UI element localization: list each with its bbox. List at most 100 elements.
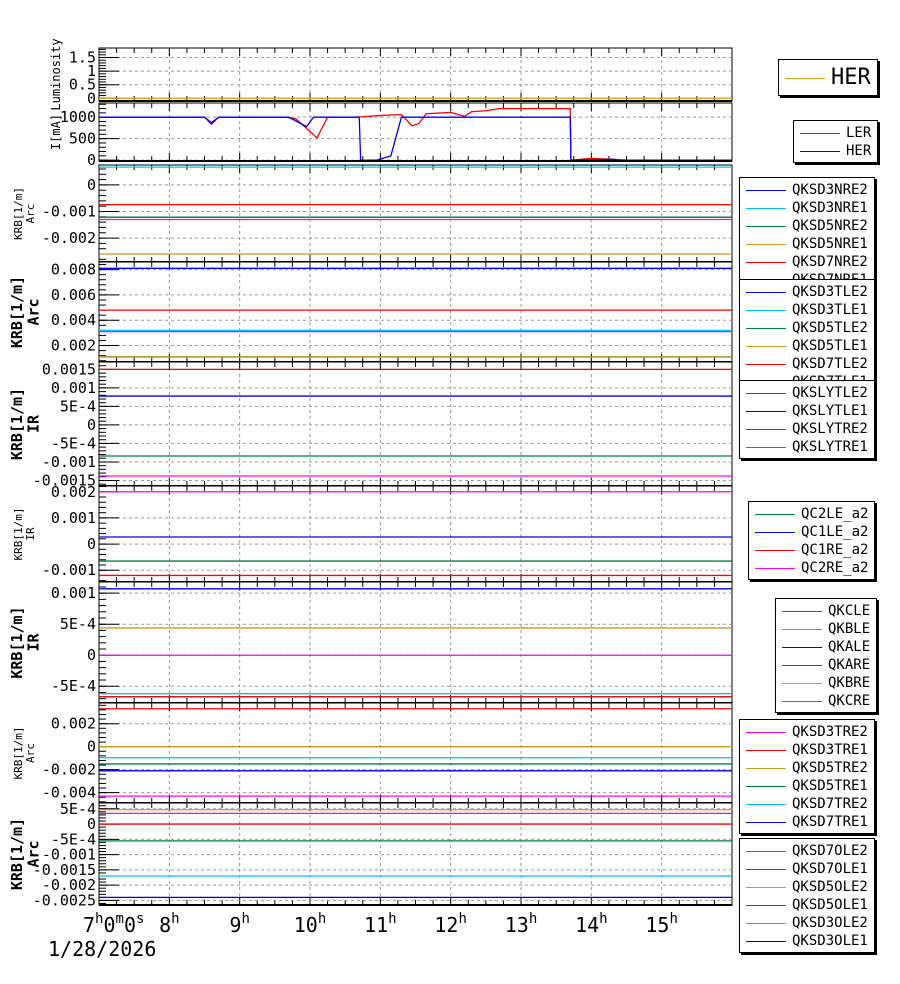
plot-frame	[98, 47, 733, 102]
legend-entry: QKSD3TLE1	[746, 301, 868, 319]
legend-label: QKSD5TLE1	[792, 338, 868, 354]
x-tick-label: 11h	[364, 911, 397, 937]
legend: QKCLE QKBLE QKALE QKARE QKBRE QKCRE	[775, 598, 878, 713]
legend-entry: LER	[800, 124, 871, 142]
y-axis-label: IR	[25, 633, 43, 652]
legend-label: QKSD3NRE1	[792, 200, 868, 216]
y-tick-label: -0.002	[42, 229, 96, 247]
legend-swatch	[746, 392, 786, 394]
legend-label: QKSD7OLE1	[792, 861, 868, 877]
legend-label: QKCRE	[828, 693, 871, 709]
y-tick-label: 0	[87, 151, 96, 169]
legend-label: QC2RE_a2	[801, 560, 869, 576]
y-axis-label: IR	[25, 414, 43, 433]
legend-swatch	[746, 261, 786, 263]
legend-entry: QC2RE_a2	[755, 559, 868, 577]
legend-swatch	[746, 731, 786, 733]
y-axis-label: Arc	[24, 204, 37, 224]
y-tick-label: 5E-4	[60, 397, 96, 415]
y-tick-label: 0	[87, 89, 96, 107]
legend-entry: HER	[785, 63, 871, 93]
legend-swatch	[782, 700, 822, 702]
legend-entry: QKSLYTRE2	[746, 420, 868, 438]
legend-swatch	[755, 549, 795, 551]
y-tick-label: 0.008	[51, 261, 96, 279]
legend-entry: QKSD5OLE2	[746, 878, 868, 896]
y-tick-label: -0.0025	[33, 891, 96, 909]
legend-entry: QKSD3TRE2	[746, 723, 868, 741]
y-axis-label: Arc	[24, 743, 37, 763]
legend: QKSD3TRE2 QKSD3TRE1 QKSD5TRE2 QKSD5TRE1 QKSD…	[739, 719, 875, 834]
y-tick-label: 0.002	[51, 337, 96, 355]
x-tick-label: 15h	[645, 911, 678, 937]
panel-5: 0.002 0.001 0 -0.001 KRB[1/m] IR	[12, 483, 733, 583]
legend-entry: QKSD5TRE2	[746, 759, 868, 777]
legend-entry: QKSD7OLE1	[746, 860, 868, 878]
legend-label: LER	[846, 125, 872, 141]
panel-3: 0.008 0.006 0.004 0.002 KRB[1/m]Arc	[8, 261, 733, 363]
legend-entry: QKSD5TLE2	[746, 319, 868, 337]
legend-swatch	[782, 682, 822, 684]
plot-frame	[98, 164, 733, 263]
legend-entry: QKSD5NRE1	[746, 235, 868, 253]
legend-entry: QKSD5TLE1	[746, 337, 868, 355]
y-tick-label: 0.0015	[42, 360, 96, 378]
legend-swatch	[755, 531, 795, 533]
legend-label: HER	[846, 143, 872, 159]
legend-swatch	[746, 327, 786, 329]
legend-entry: QKSD3TLE2	[746, 283, 868, 301]
legend-label: QKSD7NRE2	[792, 254, 868, 270]
x-tick-label: 12h	[434, 911, 467, 937]
y-axis-label: KRB[1/m]	[8, 388, 26, 460]
legend-swatch	[746, 749, 786, 751]
legend-entry: QKSD3NRE1	[746, 199, 868, 217]
x-tick-label: 14h	[575, 911, 608, 937]
legend-entry: QKBLE	[782, 620, 870, 638]
legend-entry: QKSD7NRE2	[746, 253, 868, 271]
legend-swatch	[746, 886, 786, 888]
plot-frame	[98, 702, 733, 804]
legend-label: QKSD5OLE1	[792, 897, 868, 913]
legend-entry: QC1RE_a2	[755, 541, 868, 559]
plot-frame	[98, 581, 733, 704]
legend-label: QC1LE_a2	[801, 524, 869, 540]
y-tick-label: 0	[87, 535, 96, 553]
y-tick-label: 0	[87, 176, 96, 194]
y-tick-label: -0.002	[42, 761, 96, 779]
y-tick-label: -5E-4	[51, 434, 96, 452]
y-tick-label: -0.001	[42, 846, 96, 864]
legend-entry: QKSD3NRE2	[746, 181, 868, 199]
y-tick-label: 0.001	[51, 509, 96, 527]
legend-label: QKSD3OLE2	[792, 915, 868, 931]
y-tick-label: -0.001	[42, 203, 96, 221]
x-axis-date: 1/28/2026	[48, 937, 156, 961]
y-tick-label: 0.5	[69, 76, 96, 94]
legend-entry: HER	[800, 142, 871, 160]
y-tick-label: 0.001	[51, 584, 96, 602]
legend: QKSD3NRE2 QKSD3NRE1 QKSD5NRE2 QKSD5NRE1 QKSD…	[739, 177, 875, 292]
y-tick-label: 0.001	[51, 379, 96, 397]
legend-swatch	[746, 821, 786, 823]
y-tick-label: -5E-4	[51, 830, 96, 848]
legend-label: QKSD5TLE2	[792, 320, 868, 336]
y-axis-label: KRB[1/m]	[8, 276, 26, 348]
plot-frame	[98, 485, 733, 583]
legend-entry: QKSD5OLE1	[746, 896, 868, 914]
legend-entry: QKCLE	[782, 602, 870, 620]
plot-frame	[98, 802, 733, 906]
legend-swatch	[746, 940, 786, 942]
legend-entry: QKSLYTRE1	[746, 438, 868, 456]
y-tick-label: 0	[87, 646, 96, 664]
plot-frame	[98, 261, 733, 363]
legend-entry: QKSD7TRE1	[746, 813, 868, 831]
legend-label: QKSD7TRE1	[792, 814, 868, 830]
legend-entry: QKSD3TRE1	[746, 741, 868, 759]
legend-label: QKSD5NRE1	[792, 236, 868, 252]
legend-entry: QKSD5TRE1	[746, 777, 868, 795]
legend-label: QC1RE_a2	[801, 542, 869, 558]
legend-swatch	[755, 567, 795, 569]
y-tick-label: -0.002	[42, 876, 96, 894]
legend-label: HER	[831, 65, 871, 90]
legend-label: QKSD5NRE2	[792, 218, 868, 234]
